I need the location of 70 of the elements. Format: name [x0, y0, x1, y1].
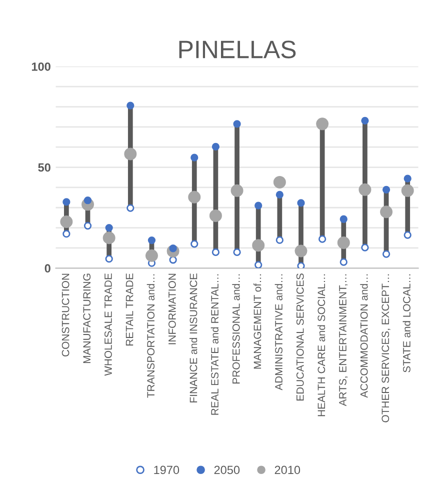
x-tick-label: ACCOMMODATION and…	[360, 274, 368, 398]
point	[276, 190, 284, 199]
x-tick-label: RETAIL TRADE	[126, 273, 134, 346]
point	[382, 186, 390, 194]
point	[188, 190, 201, 204]
point	[212, 142, 220, 151]
point	[169, 256, 177, 264]
x-tick-label: HEALTH CARE and SOCIAL…	[317, 274, 326, 416]
point	[294, 244, 308, 258]
point	[148, 236, 156, 244]
point	[401, 184, 414, 197]
point	[126, 102, 134, 110]
point	[254, 202, 262, 210]
point	[316, 118, 329, 130]
point	[337, 236, 350, 249]
x-tick-label: MANUFACTURING	[83, 274, 91, 364]
y-tick-label: 50	[38, 163, 50, 172]
x-tick-label: TRANSPORTATION and…	[146, 274, 155, 398]
point	[276, 236, 284, 244]
point	[62, 198, 70, 206]
point	[380, 206, 393, 218]
x-tick-label: INFORMATION	[168, 274, 176, 344]
point	[126, 204, 134, 212]
point	[340, 215, 348, 223]
legend-label: 2050	[214, 466, 240, 474]
point	[297, 262, 305, 268]
x-tick-label: REAL ESTATE and RENTAL…	[210, 274, 218, 415]
y-tick-label: 100	[32, 62, 50, 71]
x-tick-label: ARTS, ENTERTAINMENT,…	[339, 274, 348, 406]
point	[318, 235, 326, 243]
point	[62, 230, 70, 238]
point	[145, 249, 158, 262]
point	[361, 116, 369, 125]
x-tick-label: EDUCATIONAL SERVICES	[296, 273, 304, 400]
point	[190, 154, 198, 162]
chart-title: PINELLAS	[179, 40, 296, 58]
point	[297, 199, 305, 207]
x-tick-label: MANAGEMENT of…	[254, 274, 262, 369]
point	[252, 239, 265, 252]
point	[190, 240, 198, 248]
point	[60, 215, 73, 228]
point	[340, 258, 348, 266]
point	[124, 148, 137, 160]
point	[382, 250, 390, 258]
point	[105, 224, 113, 232]
x-tick-label: OTHER SERVICES, EXCEPT…	[382, 274, 390, 422]
point	[230, 184, 244, 197]
point	[361, 244, 369, 252]
point	[84, 222, 92, 230]
y-tick-label: 0	[44, 264, 50, 273]
point	[209, 209, 222, 222]
point	[102, 232, 116, 244]
x-tick-label: STATE and LOCAL…	[402, 274, 410, 372]
point	[404, 231, 412, 239]
point	[273, 176, 286, 188]
x-tick-label: FINANCE and INSURANCE	[190, 273, 198, 402]
x-tick-label: PROFESSIONAL and…	[232, 274, 240, 384]
point	[84, 196, 92, 204]
point	[105, 255, 113, 263]
x-tick-label: WHOLESALE TRADE	[104, 273, 112, 376]
point	[233, 120, 241, 128]
point	[254, 261, 262, 268]
x-tick-label: ADMINISTRATIVE and…	[274, 274, 282, 390]
point	[212, 248, 220, 256]
x-tick-label: CONSTRUCTION	[62, 274, 70, 356]
point	[233, 248, 241, 256]
point	[404, 174, 412, 182]
legend-label: 1970	[154, 466, 180, 474]
legend-label: 2010	[274, 466, 300, 474]
point	[358, 183, 372, 196]
